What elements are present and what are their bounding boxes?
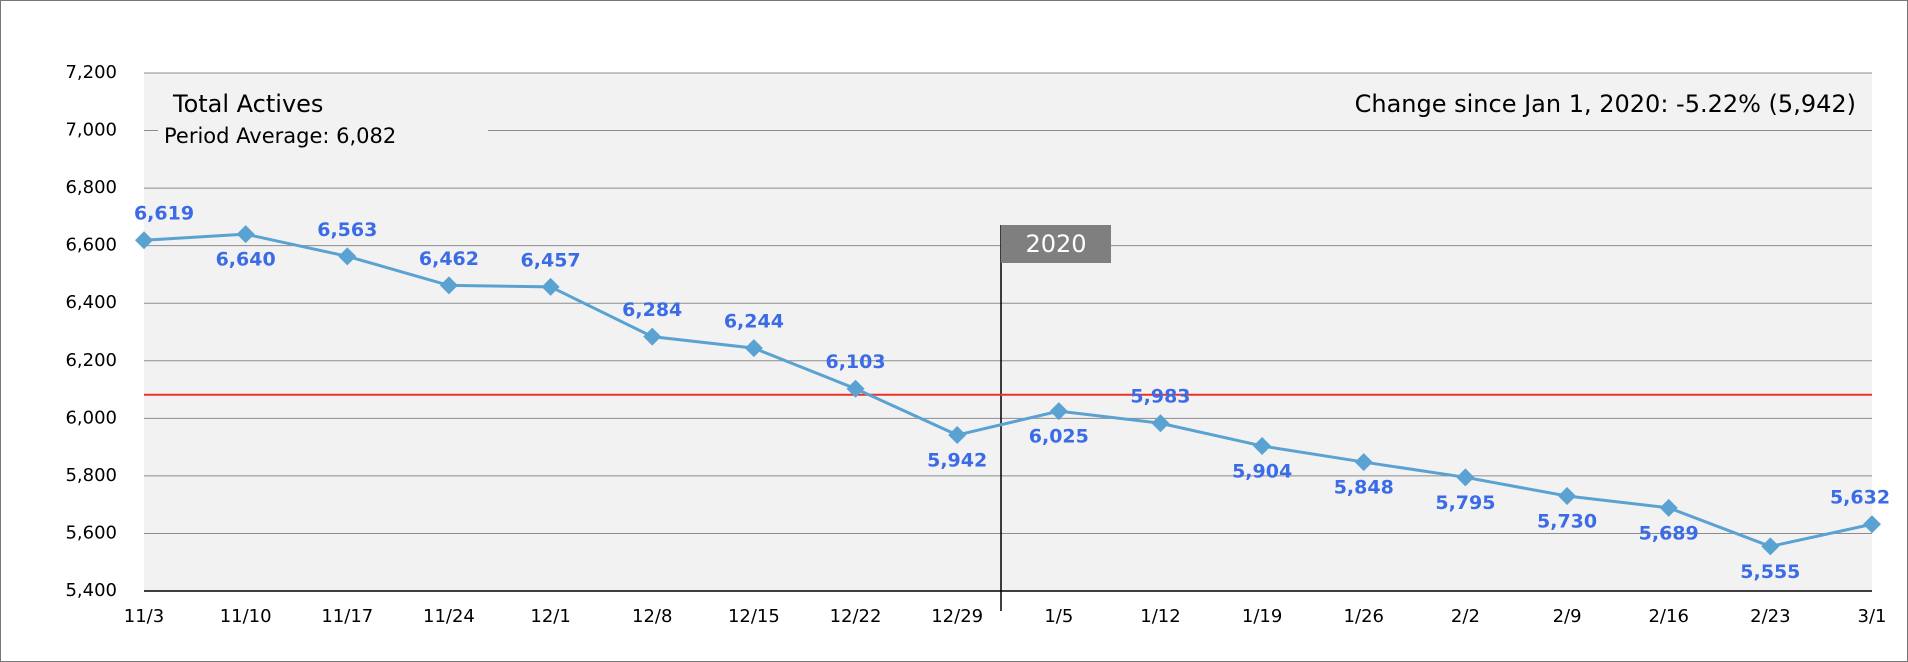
x-tick-label: 1/26 <box>1344 606 1384 627</box>
label-background <box>158 92 488 152</box>
data-label: 6,284 <box>622 299 682 321</box>
x-tick-label: 2/9 <box>1553 606 1582 627</box>
x-tick-label: 12/8 <box>632 606 672 627</box>
point <box>236 225 255 244</box>
plot-area <box>144 73 1872 591</box>
point <box>1354 453 1373 472</box>
x-tick-label: 1/19 <box>1242 606 1282 627</box>
data-label: 6,025 <box>1029 426 1089 448</box>
point <box>1863 515 1881 534</box>
data-label: 6,619 <box>134 203 194 225</box>
data-label: 5,689 <box>1639 522 1699 544</box>
year-marker-label: 2020 <box>1025 230 1086 258</box>
point <box>1558 487 1577 506</box>
y-tick-label: 6,000 <box>65 407 117 428</box>
data-label: 6,103 <box>825 351 885 373</box>
x-tick-label: 12/29 <box>931 606 983 627</box>
y-tick-label: 6,400 <box>65 292 117 313</box>
x-tick-label: 11/17 <box>321 606 373 627</box>
data-label: 5,795 <box>1435 492 1495 514</box>
y-tick-label: 5,600 <box>65 522 117 543</box>
data-label: 5,942 <box>927 450 987 472</box>
y-tick-label: 5,800 <box>65 465 117 486</box>
year-marker-box <box>1001 225 1111 263</box>
y-tick-label: 7,200 <box>65 62 117 83</box>
point <box>643 327 662 346</box>
x-tick-label: 2/23 <box>1750 606 1790 627</box>
y-tick-label: 6,200 <box>65 350 117 371</box>
point <box>948 426 967 445</box>
annotation: Change since Jan 1, 2020: -5.22% (5,942) <box>1355 90 1856 118</box>
y-tick-label: 6,600 <box>65 235 117 256</box>
x-tick-label: 11/10 <box>220 606 272 627</box>
x-tick-label: 12/22 <box>830 606 882 627</box>
x-tick-label: 1/12 <box>1140 606 1180 627</box>
series-line <box>143 232 1873 548</box>
average-label: Period Average: 6,082 <box>164 124 396 148</box>
y-tick-label: 5,400 <box>65 580 117 601</box>
point <box>439 276 458 295</box>
point <box>135 231 153 250</box>
x-tick-label: 11/24 <box>423 606 475 627</box>
y-tick-label: 6,800 <box>65 177 117 198</box>
point <box>744 339 763 358</box>
x-tick-label: 3/1 <box>1858 606 1887 627</box>
x-tick-label: 11/3 <box>124 606 164 627</box>
point <box>1049 402 1068 421</box>
x-tick-label: 12/15 <box>728 606 780 627</box>
data-label: 5,555 <box>1740 561 1800 583</box>
point <box>338 247 357 266</box>
data-label: 5,730 <box>1537 511 1597 533</box>
data-label: 6,457 <box>521 249 581 271</box>
data-label: 5,983 <box>1130 386 1190 408</box>
point <box>846 379 865 398</box>
data-label: 5,632 <box>1830 487 1890 509</box>
point <box>1151 414 1170 433</box>
point <box>1761 537 1780 556</box>
y-tick-label: 7,000 <box>65 120 117 141</box>
data-label: 6,640 <box>216 249 276 271</box>
data-label: 6,244 <box>724 311 784 333</box>
chart-title: Total Actives <box>172 90 323 118</box>
data-label: 5,848 <box>1334 477 1394 499</box>
x-tick-label: 1/5 <box>1044 606 1073 627</box>
point <box>1253 436 1272 455</box>
data-label: 5,904 <box>1232 460 1292 482</box>
point <box>1456 468 1475 487</box>
x-tick-label: 2/2 <box>1451 606 1480 627</box>
x-tick-label: 12/1 <box>530 606 570 627</box>
point <box>541 277 560 296</box>
data-label: 6,563 <box>317 219 377 241</box>
point <box>1659 498 1678 517</box>
x-tick-label: 2/16 <box>1648 606 1688 627</box>
data-label: 6,462 <box>419 248 479 270</box>
